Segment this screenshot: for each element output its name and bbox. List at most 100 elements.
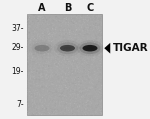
- Point: [37, 66, 39, 68]
- Point: [43, 80, 45, 82]
- Point: [75, 31, 78, 33]
- Point: [65, 29, 68, 31]
- Point: [60, 61, 63, 63]
- Point: [90, 113, 92, 115]
- Point: [29, 96, 31, 98]
- Point: [99, 19, 102, 21]
- Point: [60, 50, 62, 52]
- Point: [91, 78, 93, 80]
- Point: [34, 79, 36, 81]
- Point: [100, 24, 102, 26]
- Point: [75, 61, 78, 62]
- Point: [45, 112, 47, 114]
- Point: [97, 55, 100, 57]
- Point: [87, 65, 89, 67]
- Point: [78, 92, 81, 94]
- Point: [36, 64, 38, 66]
- Point: [87, 66, 89, 68]
- Point: [75, 88, 77, 89]
- Point: [45, 111, 47, 112]
- Point: [89, 19, 91, 21]
- Point: [83, 114, 86, 116]
- Point: [84, 66, 86, 68]
- Point: [98, 32, 100, 34]
- Point: [70, 82, 73, 84]
- Point: [49, 64, 52, 65]
- Point: [97, 107, 99, 109]
- Point: [87, 20, 89, 22]
- Point: [95, 44, 97, 46]
- Point: [74, 76, 76, 78]
- Point: [80, 44, 83, 46]
- Point: [75, 28, 78, 30]
- Point: [51, 106, 53, 107]
- Point: [70, 89, 72, 90]
- Point: [101, 106, 103, 108]
- Point: [77, 34, 80, 36]
- Point: [74, 102, 76, 104]
- Point: [55, 39, 57, 41]
- Ellipse shape: [57, 42, 78, 54]
- Point: [27, 22, 29, 24]
- Point: [71, 89, 73, 91]
- Point: [66, 76, 68, 77]
- Point: [38, 21, 40, 23]
- Point: [27, 54, 30, 56]
- Point: [61, 19, 63, 21]
- Point: [49, 101, 51, 103]
- Point: [61, 14, 64, 16]
- Point: [58, 97, 61, 99]
- Point: [75, 91, 77, 93]
- Point: [82, 88, 84, 90]
- Point: [100, 32, 103, 33]
- Point: [76, 105, 78, 107]
- Point: [73, 108, 75, 110]
- Point: [83, 79, 85, 81]
- Point: [32, 86, 34, 88]
- Point: [34, 48, 36, 50]
- Point: [33, 93, 36, 94]
- Point: [39, 74, 42, 76]
- Point: [59, 98, 61, 100]
- Point: [95, 38, 97, 40]
- Point: [43, 55, 45, 57]
- Point: [82, 42, 84, 44]
- Point: [54, 83, 57, 84]
- Point: [75, 82, 77, 84]
- Point: [58, 67, 61, 69]
- Point: [28, 67, 30, 69]
- Point: [64, 56, 67, 57]
- Point: [41, 30, 43, 31]
- Point: [35, 85, 38, 87]
- Point: [79, 48, 82, 50]
- Point: [59, 26, 62, 28]
- Point: [67, 49, 69, 50]
- Point: [72, 104, 74, 106]
- Point: [88, 108, 90, 110]
- Point: [33, 40, 35, 42]
- Point: [50, 58, 53, 60]
- Point: [88, 49, 90, 51]
- Point: [68, 65, 71, 67]
- Point: [88, 56, 90, 58]
- Point: [68, 28, 70, 30]
- Point: [94, 72, 96, 74]
- Point: [90, 86, 93, 88]
- Point: [56, 69, 58, 71]
- Point: [99, 88, 101, 90]
- Point: [94, 70, 96, 72]
- Point: [51, 34, 54, 36]
- Point: [76, 15, 79, 17]
- Point: [73, 30, 75, 32]
- Point: [84, 58, 87, 60]
- Point: [65, 78, 68, 80]
- Point: [88, 30, 91, 32]
- Point: [76, 106, 79, 108]
- Point: [30, 92, 33, 94]
- Point: [62, 101, 64, 103]
- Point: [37, 81, 40, 83]
- Point: [38, 35, 41, 37]
- Point: [85, 111, 87, 113]
- Point: [41, 87, 43, 89]
- Point: [76, 65, 79, 67]
